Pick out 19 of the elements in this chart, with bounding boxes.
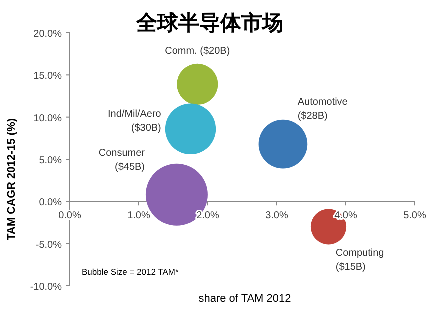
- y-axis-title: TAM CAGR 2012-15 (%): [6, 118, 18, 241]
- x-tick-label: 1.0%: [128, 210, 151, 222]
- y-tick-label: -10.0%: [30, 282, 62, 293]
- annotation: Automotive ($28B): [298, 96, 348, 122]
- y-tick-label: -5.0%: [36, 240, 62, 251]
- chart-title: 全球半导体市场: [136, 11, 284, 35]
- annotation: Consumer ($45B): [98, 148, 146, 173]
- y-tick-label: 20.0%: [34, 29, 62, 40]
- annotation: Ind/Mil/Aero ($30B): [108, 109, 162, 134]
- y-tick-label: 10.0%: [34, 113, 62, 124]
- y-tick-label: 15.0%: [34, 71, 62, 82]
- y-tick-label: 0.0%: [39, 198, 62, 209]
- y-tick-label: 5.0%: [39, 156, 62, 166]
- annotation: Bubble Size = 2012 TAM*: [82, 267, 180, 277]
- x-tick-label: 3.0%: [266, 210, 289, 222]
- x-axis-title: share of TAM 2012: [198, 293, 292, 305]
- annotation: Computing ($15B): [336, 248, 384, 273]
- annotation: Comm. ($20B): [165, 46, 230, 57]
- x-tick-label: 5.0%: [404, 210, 427, 222]
